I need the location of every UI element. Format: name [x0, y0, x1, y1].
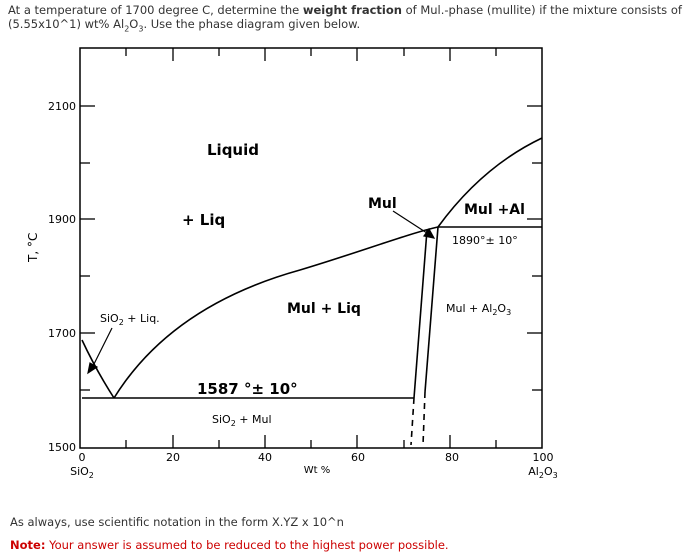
x-tick-60: 60	[351, 451, 365, 464]
x-axis-label: Wt %	[304, 465, 331, 476]
arrow-mul	[392, 210, 431, 236]
mullite-liquidus	[113, 226, 439, 399]
arrows	[87, 210, 436, 375]
y-tick-1900: 1900	[48, 213, 76, 226]
dashed-extensions	[410, 391, 426, 446]
region-liquid: Liquid	[207, 141, 259, 159]
x-tick-80: 80	[445, 451, 459, 464]
y-tick-1700: 1700	[48, 327, 76, 340]
plot-frame	[79, 47, 543, 449]
question-text: At a temperature of 1700 degree C, deter…	[8, 3, 682, 34]
phase-diagram: 2100 1900 1700 1500 0 20 40 60 80 100 Si…	[0, 40, 687, 500]
x-ticks-bottom	[125, 435, 497, 448]
region-mul-liq: Mul + Liq	[287, 301, 361, 317]
region-mul-al: Mul +Al	[464, 202, 525, 218]
al2o3-liquidus	[437, 137, 543, 228]
region-mul-al2o3: Mul + Al2O3	[446, 302, 511, 317]
y-tick-2100: 2100	[48, 100, 76, 113]
region-mul: Mul	[368, 196, 397, 212]
y-axis-label: T, °C	[26, 233, 40, 263]
note-text: Note: Your answer is assumed to be reduc…	[10, 538, 449, 552]
x-tick-100: 100	[533, 451, 554, 464]
phase-boundaries	[81, 137, 543, 399]
arrow-sio2-liq	[91, 327, 113, 369]
region-sio2-liq: SiO2 + Liq.	[100, 312, 160, 327]
region-sio2-mul: SiO2 + Mul	[212, 413, 272, 428]
region-plus-liq: + Liq	[182, 211, 225, 229]
x-left-end-label: SiO2	[70, 465, 94, 480]
y-ticks-right	[527, 105, 542, 391]
x-ticks-top	[125, 48, 497, 61]
y-ticks-left	[80, 105, 95, 391]
x-tick-40: 40	[258, 451, 272, 464]
peritectic-temp-label: 1890°± 10°	[452, 234, 518, 247]
eutectic-temp-label: 1587 °± 10°	[197, 380, 298, 398]
x-right-end-label: Al2O3	[528, 465, 557, 480]
hint-text: As always, use scientific notation in th…	[10, 515, 344, 529]
sio2-liquidus	[81, 339, 115, 399]
mullite-boundary-left	[413, 229, 428, 399]
y-tick-1500: 1500	[48, 441, 76, 454]
x-tick-0: 0	[79, 451, 86, 464]
x-tick-20: 20	[166, 451, 180, 464]
mullite-boundary-right	[424, 226, 439, 393]
